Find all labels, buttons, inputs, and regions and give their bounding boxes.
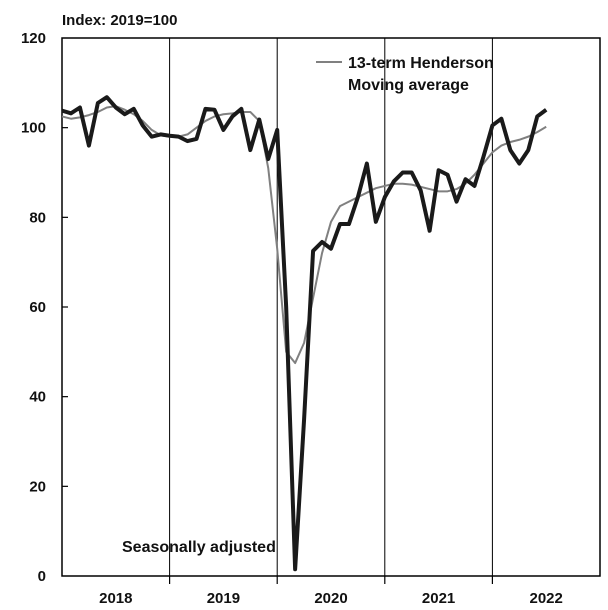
x-tick-label: 2021 xyxy=(422,590,455,607)
series-line-actual xyxy=(61,95,548,572)
annotation-seasonally-adjusted: Seasonally adjusted xyxy=(122,539,276,556)
x-tick-label: 2018 xyxy=(99,590,132,607)
legend-label-line-2: Moving average xyxy=(348,77,469,94)
x-tick-label: 2019 xyxy=(207,590,240,607)
y-axis-label: Index: 2019=100 xyxy=(62,12,178,29)
x-tick-label: 2020 xyxy=(314,590,347,607)
x-axis-ticks: 2018 2019 2020 2021 2022 xyxy=(99,576,563,607)
y-tick-label: 100 xyxy=(21,120,46,137)
y-tick-label: 60 xyxy=(29,299,46,316)
y-axis-ticks: 0 20 40 60 80 100 120 xyxy=(21,30,68,585)
y-tick-label: 20 xyxy=(29,478,46,495)
y-tick-label: 0 xyxy=(38,568,46,585)
y-tick-label: 80 xyxy=(29,209,46,226)
x-tick-label: 2022 xyxy=(530,590,563,607)
series-line-henderson-trend xyxy=(61,105,547,365)
legend-label-line-1: 13-term Henderson xyxy=(348,55,494,72)
y-tick-label: 40 xyxy=(29,389,46,406)
y-tick-label: 120 xyxy=(21,30,46,47)
plot-frame xyxy=(61,37,601,577)
legend: 13-term Henderson Moving average xyxy=(316,55,494,94)
